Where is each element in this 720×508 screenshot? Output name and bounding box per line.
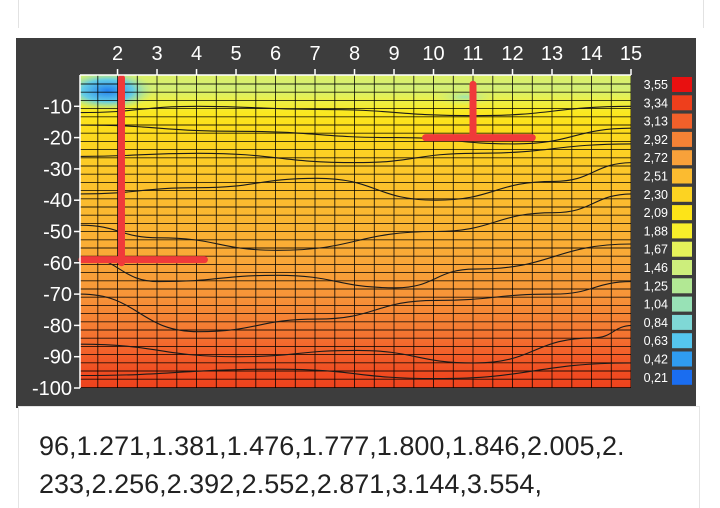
contour-line bbox=[80, 124, 631, 145]
contour-chart: 2 3 4 5 6 7 8 9 10 11 12 13 14 15 -10 -20 -30 -40 -50 -60-… bbox=[16, 38, 696, 408]
y-tick-label: -40 bbox=[43, 190, 72, 212]
y-tick-label: -90 bbox=[43, 347, 72, 369]
contour-line bbox=[80, 193, 631, 251]
colorbar-label: 3,13 bbox=[644, 115, 668, 129]
colorbar-swatch bbox=[672, 168, 692, 184]
chart-svg: 2 3 4 5 6 7 8 9 10 11 12 13 14 15 -10-20-30-40-50-60-… bbox=[32, 43, 692, 400]
y-tick-label: -30 bbox=[43, 159, 72, 181]
colorbar-label: 2,92 bbox=[644, 133, 668, 147]
colorbar-swatch bbox=[672, 223, 692, 239]
x-tick-label: 10 bbox=[422, 43, 444, 65]
y-tick-label: -10 bbox=[43, 96, 72, 118]
contour-line bbox=[80, 281, 631, 333]
colorbar-swatch bbox=[672, 314, 692, 330]
contour-line bbox=[80, 162, 631, 201]
colorbar-swatch bbox=[672, 205, 692, 221]
value-text-card: 96,1.271,1.381,1.476,1.777,1.800,1.846,2… bbox=[18, 406, 700, 508]
colorbar-label: 3,55 bbox=[644, 78, 668, 92]
colorbar-label: 2,72 bbox=[644, 151, 668, 165]
value-text-line-1: 96,1.271,1.381,1.476,1.777,1.800,1.846,2… bbox=[39, 431, 625, 461]
colorbar-swatch bbox=[672, 369, 692, 385]
colorbar-label: 2,51 bbox=[644, 170, 668, 184]
value-text: 96,1.271,1.381,1.476,1.777,1.800,1.846,2… bbox=[19, 407, 699, 503]
x-tick-label: 11 bbox=[463, 43, 484, 65]
colorbar-label: 0,84 bbox=[644, 316, 668, 330]
y-tick-label: -80 bbox=[43, 315, 72, 337]
contour-line bbox=[80, 325, 631, 364]
y-tick-label: -20 bbox=[43, 128, 72, 150]
colorbar-label: 1,67 bbox=[644, 243, 668, 257]
colorbar-swatch bbox=[672, 186, 692, 202]
y-axis: -10 -20 -30 -40 -50 -60 -70 -80 -90 -100 bbox=[32, 75, 81, 400]
x-tick-label: 5 bbox=[230, 43, 241, 65]
y-tick-label: -50 bbox=[43, 222, 72, 244]
colorbar-swatch bbox=[672, 296, 692, 312]
x-tick-label: 3 bbox=[151, 43, 162, 65]
y-tick-label: -100 bbox=[32, 378, 72, 400]
y-tick-label: -70 bbox=[43, 284, 72, 306]
x-tick-label: 13 bbox=[541, 43, 563, 65]
x-tick-label: 2 bbox=[112, 43, 123, 65]
colorbar-label: 0,63 bbox=[644, 334, 668, 348]
plot-area bbox=[78, 74, 631, 388]
colorbar-swatch bbox=[672, 131, 692, 147]
x-tick-label: 6 bbox=[270, 43, 281, 65]
x-axis: 2 3 4 5 6 7 8 9 10 11 12 13 14 15 bbox=[80, 43, 642, 76]
value-text-line-2: 233,2.256,2.392,2.552,2.871,3.144,3.554, bbox=[39, 469, 542, 499]
anomaly-low-left bbox=[80, 75, 154, 111]
x-tick-label: 7 bbox=[309, 43, 320, 65]
contour-line bbox=[80, 143, 631, 164]
colorbar-label: 2,09 bbox=[644, 206, 668, 220]
x-tick-label: 8 bbox=[349, 43, 360, 65]
colorbar-label: 0,21 bbox=[644, 371, 668, 385]
colorbar-swatch bbox=[672, 278, 692, 294]
colorbar-swatch bbox=[672, 95, 692, 111]
colorbar-swatch bbox=[672, 241, 692, 257]
top-card bbox=[18, 0, 704, 28]
x-tick-label: 15 bbox=[620, 43, 642, 65]
x-tick-label: 4 bbox=[191, 43, 202, 65]
x-tick-label: 14 bbox=[580, 43, 602, 65]
colorbar-label: 2,30 bbox=[644, 188, 668, 202]
colorbar-label: 1,25 bbox=[644, 279, 668, 293]
colorbar-swatch bbox=[672, 113, 692, 129]
colorbar-label: 1,46 bbox=[644, 261, 668, 275]
x-tick-label: 12 bbox=[501, 43, 523, 65]
colorbar-swatch bbox=[672, 351, 692, 367]
colorbar-swatch bbox=[672, 77, 692, 92]
contour-line bbox=[80, 105, 631, 117]
colorbar-swatch bbox=[672, 150, 692, 166]
colorbar-legend: 3,55 3,34 3,13 2,92 2,72 2,51 2,30 2,09 1,88 1,67… bbox=[644, 77, 692, 385]
colorbar-swatch bbox=[672, 333, 692, 349]
colorbar-label: 0,42 bbox=[644, 353, 668, 367]
colorbar-label: 1,88 bbox=[644, 224, 668, 238]
colorbar-label: 1,04 bbox=[644, 298, 668, 312]
y-tick-label: -60 bbox=[43, 253, 72, 275]
x-tick-label: 9 bbox=[388, 43, 399, 65]
contour-line bbox=[80, 362, 631, 380]
colorbar-swatch bbox=[672, 260, 692, 275]
anomaly-low-mid bbox=[431, 87, 500, 106]
contour-line bbox=[80, 243, 631, 289]
colorbar-label: 3,34 bbox=[644, 96, 668, 110]
